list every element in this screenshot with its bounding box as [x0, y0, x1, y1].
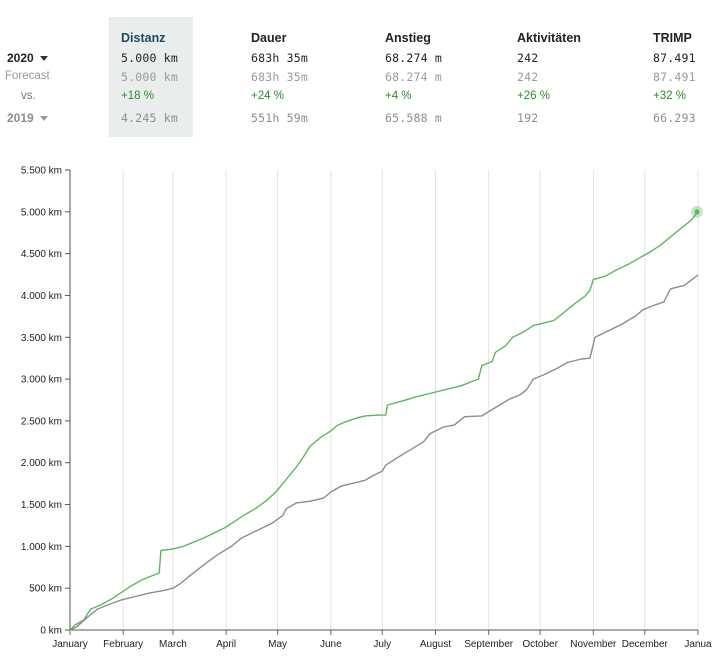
x-tick-label: March: [159, 639, 187, 650]
x-tick-label: April: [216, 639, 236, 650]
series-line-2019[interactable]: [69, 274, 699, 631]
header-duration[interactable]: Dauer: [251, 31, 287, 45]
vs-distance: +18 %: [121, 90, 154, 102]
y-axis-labels: 0 km 500 km 1.000 km 1.500 km 2.000 km 2.500 …: [21, 166, 62, 637]
y-tick-label: 2.500 km: [21, 416, 62, 427]
x-tick-label: September: [464, 639, 514, 650]
current-activities: 242: [517, 51, 539, 65]
y-tick-label: 5.500 km: [21, 166, 62, 177]
previous-trimp: 66.293: [653, 111, 696, 125]
current-elevation: 68.274 m: [385, 51, 442, 65]
x-tick-label: January: [52, 639, 88, 650]
vs-label: vs.: [21, 90, 36, 102]
x-tick-label: August: [420, 639, 451, 650]
x-tick-label: June: [320, 639, 342, 650]
stats-summary: Distanz Dauer Anstieg Aktivitäten TRIMP …: [0, 0, 717, 140]
vs-elevation: +4 %: [385, 90, 412, 102]
y-tick-label: 4.500 km: [21, 249, 62, 260]
y-tick-label: 500 km: [29, 584, 62, 595]
y-tick-label: 3.500 km: [21, 333, 62, 344]
forecast-duration: 683h 35m: [251, 70, 308, 84]
chart-axes: [65, 169, 699, 635]
x-tick-label: May: [268, 639, 287, 650]
x-tick-label: February: [103, 639, 143, 650]
forecast-trimp: 87.491: [653, 70, 696, 84]
vs-duration: +24 %: [251, 90, 284, 102]
selected-column-highlight: [109, 17, 193, 137]
chart-series: [69, 205, 703, 631]
header-trimp[interactable]: TRIMP: [653, 31, 692, 45]
vs-activities: +26 %: [517, 90, 550, 102]
y-tick-label: 4.000 km: [21, 291, 62, 302]
header-distance[interactable]: Distanz: [121, 31, 166, 45]
current-trimp: 87.491: [653, 51, 696, 65]
current-duration: 683h 35m: [251, 51, 308, 65]
current-distance: 5.000 km: [121, 51, 178, 65]
x-axis-labels: January February March April May June July Augu…: [52, 639, 712, 650]
x-tick-label: July: [373, 639, 391, 650]
forecast-label: Forecast: [5, 70, 50, 82]
y-tick-label: 0 km: [40, 626, 62, 637]
previous-elevation: 65.588 m: [385, 111, 442, 125]
chevron-down-icon: [39, 56, 48, 62]
forecast-distance: 5.000 km: [121, 70, 178, 84]
x-tick-label: November: [570, 639, 617, 650]
series-line-2020[interactable]: [69, 211, 699, 631]
year-selector-current[interactable]: 2020: [7, 51, 48, 65]
previous-activities: 192: [517, 111, 539, 125]
y-tick-label: 2.000 km: [21, 458, 62, 469]
year-selector-previous[interactable]: 2019: [7, 111, 48, 125]
header-elevation[interactable]: Anstieg: [385, 31, 431, 45]
x-tick-label: December: [622, 639, 669, 650]
forecast-elevation: 68.274 m: [385, 70, 442, 84]
year-previous-label: 2019: [7, 111, 34, 125]
header-activities[interactable]: Aktivitäten: [517, 31, 581, 45]
vs-trimp: +32 %: [653, 90, 686, 102]
previous-distance: 4.245 km: [121, 111, 178, 125]
chevron-down-icon: [39, 116, 48, 122]
forecast-activities: 242: [517, 70, 539, 84]
current-point-marker[interactable]: [694, 209, 700, 215]
previous-duration: 551h 59m: [251, 111, 308, 125]
y-tick-label: 1.000 km: [21, 542, 62, 553]
cumulative-distance-chart[interactable]: 0 km 500 km 1.000 km 1.500 km 2.000 km 2.500 …: [0, 150, 717, 664]
y-tick-label: 5.000 km: [21, 207, 62, 218]
chart-gridlines: [69, 170, 699, 630]
x-tick-label: October: [522, 639, 558, 650]
y-tick-label: 3.000 km: [21, 375, 62, 386]
year-current-label: 2020: [7, 51, 34, 65]
y-tick-label: 1.500 km: [21, 500, 62, 511]
x-tick-label: Janua: [684, 639, 712, 650]
